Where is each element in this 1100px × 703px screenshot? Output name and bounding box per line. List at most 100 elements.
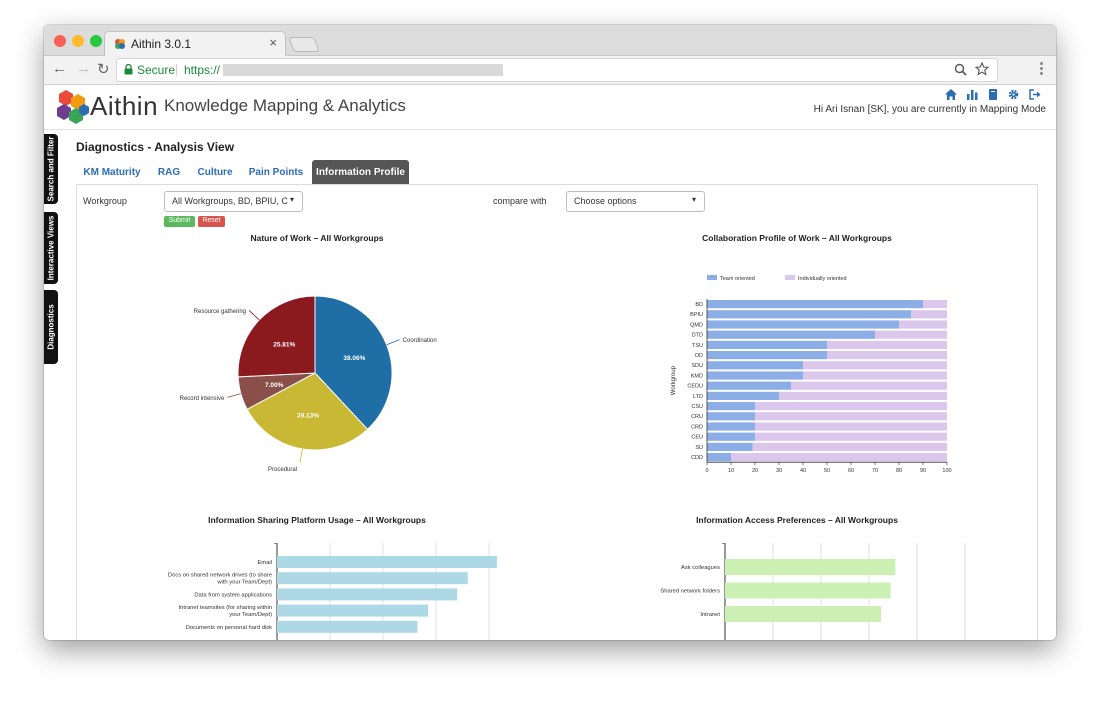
tab-km-maturity[interactable]: KM Maturity [80, 160, 144, 184]
tab-culture[interactable]: Culture [192, 160, 238, 184]
bar-team [707, 442, 753, 451]
bar-team [707, 432, 755, 441]
sidebar-tab-interactive-views[interactable]: Interactive Views [44, 212, 58, 284]
pie-slice-value: 7.00% [265, 382, 284, 389]
url-text: https:// [184, 63, 221, 77]
category-label: your Team/Dept) [229, 612, 272, 618]
bookmark-star-icon[interactable] [975, 62, 989, 76]
pie-slice-label: Resource gathering [194, 309, 246, 315]
browser-menu-icon[interactable]: ⋮ [1034, 60, 1049, 77]
back-icon[interactable]: ← [52, 60, 67, 77]
bar-individual [755, 432, 947, 441]
reload-icon[interactable]: ↻ [97, 61, 110, 78]
pie-leader-line [248, 310, 260, 321]
bar-individual [803, 361, 947, 370]
new-tab-button[interactable] [288, 37, 320, 52]
bar [725, 559, 896, 575]
bar-team [707, 300, 923, 309]
bar [277, 572, 468, 585]
bar-team [707, 391, 779, 400]
bar-individual [803, 371, 947, 380]
compare-select[interactable]: Choose options ▾ [566, 191, 705, 212]
sidebar-tab-label: Search and Filter [46, 136, 56, 202]
legend-label: Team oriented [720, 276, 755, 282]
zoom-icon[interactable] [954, 63, 967, 76]
tab-close-icon[interactable]: × [269, 35, 277, 50]
address-bar[interactable]: Secure | https:// [116, 58, 998, 82]
pie-slice [314, 295, 393, 431]
bar-team [707, 330, 875, 339]
bar-team [707, 340, 827, 349]
sidebar-tab-diagnostics[interactable]: Diagnostics [44, 290, 58, 364]
nature-of-work-title: Nature of Work – All Workgroups [250, 233, 384, 243]
pie-slice-value: 29.13% [297, 412, 319, 419]
tab-information-profile[interactable]: Information Profile [312, 160, 409, 184]
y-tick-label: CEU [691, 435, 703, 441]
bar-individual [731, 453, 947, 462]
reset-button[interactable]: Reset [198, 216, 225, 227]
browser-window: Aithin 3.0.1 × ← → ↻ Secure | https:// [44, 25, 1056, 640]
forward-icon[interactable]: → [76, 60, 91, 77]
browser-toolbar: ← → ↻ Secure | https:// ⋮ [44, 56, 1056, 85]
page-title: Diagnostics - Analysis View [76, 140, 235, 154]
pie-slice-label: Record intensive [180, 396, 225, 402]
x-tick-label: 60 [848, 468, 854, 474]
workgroup-select[interactable]: All Workgroups, BD, BPIU, C ▾ [164, 191, 303, 212]
tab-label: Pain Points [248, 167, 304, 178]
platform-usage-title: Information Sharing Platform Usage – All… [208, 515, 426, 525]
bar [725, 606, 881, 622]
app-header: Aithin Knowledge Mapping & Analytics Hi … [44, 85, 1056, 130]
bar-individual [875, 330, 947, 339]
user-greeting: Hi Ari Isnan [SK], you are currently in … [813, 104, 1046, 115]
x-tick-label: 80 [896, 468, 902, 474]
home-icon[interactable] [945, 89, 957, 100]
tab-label: RAG [157, 167, 181, 178]
y-tick-label: KMD [691, 373, 703, 379]
category-label: Shared network folders [660, 589, 720, 595]
tab-rag[interactable]: RAG [152, 160, 186, 184]
bar-team [707, 320, 899, 329]
x-tick-label: 50 [824, 468, 830, 474]
bar-individual [899, 320, 947, 329]
tab-label: Information Profile [316, 167, 405, 178]
bar-individual [755, 422, 947, 431]
x-tick-label: 40 [800, 468, 806, 474]
y-tick-label: BPIU [690, 312, 703, 318]
bar-individual [779, 391, 947, 400]
bar-individual [752, 442, 947, 451]
bar-individual [911, 310, 947, 319]
tab-label: Culture [197, 167, 233, 178]
submit-button[interactable]: Submit [164, 216, 195, 227]
bar-chart-icon[interactable] [966, 89, 978, 100]
sidebar-tab-search-filter[interactable]: Search and Filter [44, 134, 58, 204]
browser-tab[interactable]: Aithin 3.0.1 × [104, 31, 286, 57]
book-icon[interactable] [988, 89, 998, 100]
bar [277, 556, 497, 568]
y-axis-label: Workgroup [671, 365, 677, 395]
minimize-window-button[interactable] [72, 35, 84, 47]
gear-icon[interactable] [1008, 89, 1019, 100]
x-tick-label: 90 [920, 468, 926, 474]
y-tick-label: BD [695, 302, 703, 308]
lock-icon [124, 64, 133, 75]
pie-slice [237, 295, 316, 378]
app-title: Knowledge Mapping & Analytics [164, 96, 406, 115]
bar-individual [923, 300, 947, 309]
sign-out-icon[interactable] [1029, 89, 1041, 100]
sidebar-tab-label: Interactive Views [46, 215, 56, 281]
caret-down-icon: ▾ [289, 195, 294, 204]
bar [277, 620, 418, 633]
x-tick-label: 20 [752, 468, 758, 474]
bar-team [707, 351, 827, 360]
close-window-button[interactable] [54, 35, 66, 47]
compare-value: Choose options [574, 196, 637, 206]
maximize-window-button[interactable] [90, 35, 102, 47]
tab-pain-points[interactable]: Pain Points [244, 160, 308, 184]
bar-individual [755, 402, 947, 411]
bar-team [707, 422, 755, 431]
submit-label: Submit [168, 217, 191, 224]
bar [725, 582, 891, 599]
bar [277, 588, 458, 601]
bar-team [707, 310, 911, 319]
tab-title: Aithin 3.0.1 [131, 37, 192, 51]
